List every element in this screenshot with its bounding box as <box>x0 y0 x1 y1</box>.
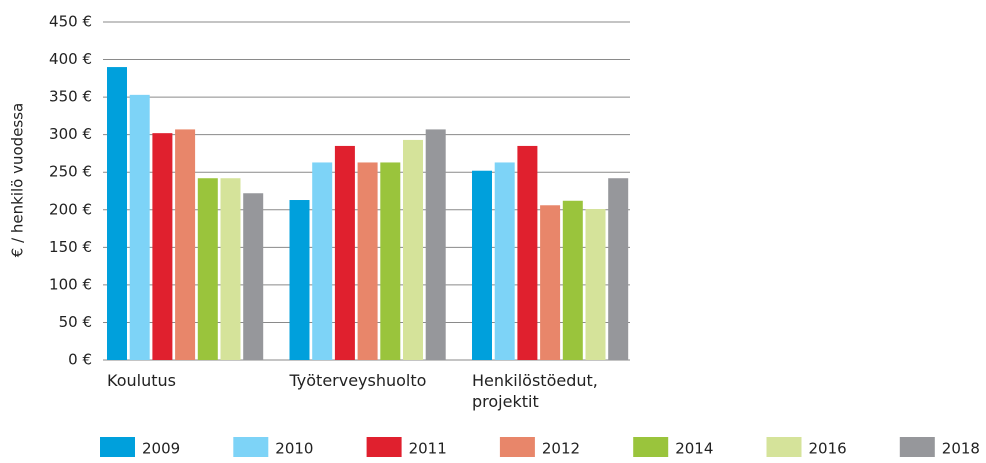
bar <box>403 139 423 360</box>
legend-swatch <box>633 437 669 457</box>
y-axis-label: € / henkilö vuodessa <box>9 103 27 257</box>
legend-swatch <box>366 437 402 457</box>
bar <box>585 209 606 360</box>
bar <box>289 200 310 360</box>
bar <box>175 129 196 360</box>
bar <box>540 205 561 360</box>
x-tick-label: Koulutus <box>107 371 176 390</box>
legend-label: 2014 <box>675 440 713 458</box>
y-tick-label: 150 € <box>49 238 92 256</box>
bar <box>608 178 629 360</box>
bar <box>220 178 241 360</box>
bar <box>107 67 127 361</box>
legend-swatch <box>233 437 269 457</box>
y-tick-label: 350 € <box>49 88 92 106</box>
x-tick-label: Henkilöstöedut, projektit <box>472 371 598 411</box>
bar <box>562 200 583 360</box>
legend-swatch <box>100 437 135 457</box>
bar <box>425 129 446 360</box>
bar <box>334 145 355 360</box>
legend-swatch <box>899 437 935 457</box>
y-tick-label: 100 € <box>49 275 92 293</box>
legend-swatch <box>499 437 535 457</box>
bar <box>494 162 515 360</box>
bar <box>357 162 378 360</box>
bar <box>380 162 401 360</box>
y-tick-label: 50 € <box>59 313 92 331</box>
bar <box>129 94 150 360</box>
y-tick-label: 300 € <box>49 125 92 143</box>
y-tick-label: 400 € <box>49 50 92 68</box>
legend-label: 2011 <box>409 440 447 458</box>
legend-label: 2012 <box>542 440 580 458</box>
legend-label: 2010 <box>275 440 313 458</box>
bar <box>517 145 538 360</box>
bar <box>152 133 173 360</box>
bar <box>312 162 333 360</box>
legend-label: 2018 <box>942 440 980 458</box>
legend-label: 2016 <box>809 440 847 458</box>
legend-label: 2009 <box>142 440 180 458</box>
bar <box>243 193 264 360</box>
y-tick-label: 450 € <box>49 13 92 31</box>
legend-swatch <box>766 437 802 457</box>
bar <box>472 170 492 360</box>
y-tick-label: 250 € <box>49 163 92 181</box>
y-tick-label: 200 € <box>49 200 92 218</box>
x-tick-label: Työterveyshuolto <box>289 371 427 390</box>
bar <box>197 178 218 360</box>
y-tick-label: 0 € <box>68 351 92 369</box>
